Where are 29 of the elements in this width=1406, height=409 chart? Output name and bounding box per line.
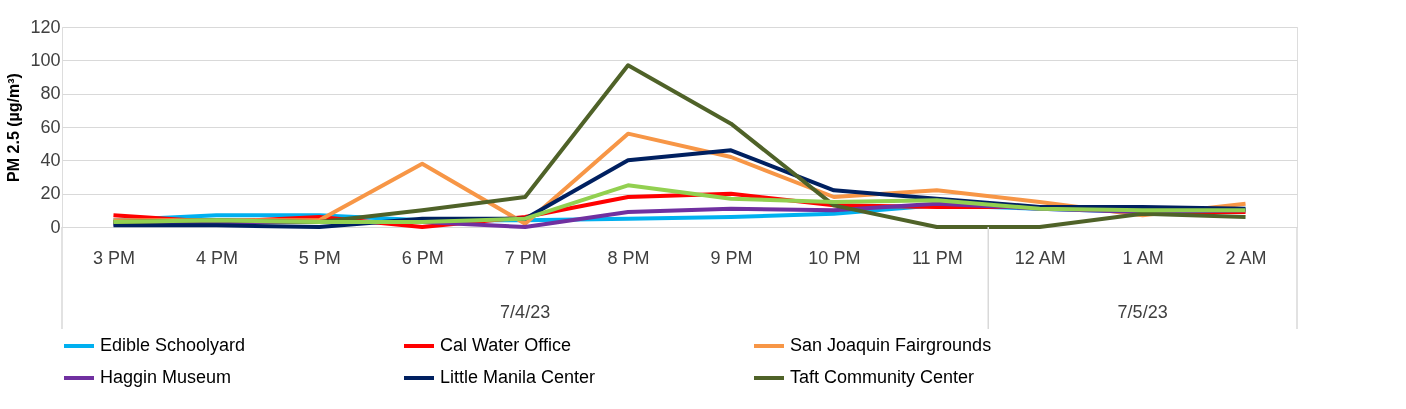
x-tick-label: 4 PM xyxy=(195,247,238,268)
legend-label: Haggin Museum xyxy=(100,367,232,387)
x-tick-label: 7 PM xyxy=(504,247,547,268)
y-tick-label: 60 xyxy=(40,116,61,137)
y-tick-label: 120 xyxy=(30,16,61,37)
y-tick-label: 100 xyxy=(30,49,61,70)
y-tick-label: 0 xyxy=(50,216,61,237)
y-tick-label: 80 xyxy=(40,83,61,104)
y-axis-title: PM 2.5 (µg/m³) xyxy=(5,73,23,182)
legend-label: Cal Water Office xyxy=(440,335,572,355)
x-tick-label: 2 AM xyxy=(1225,247,1267,268)
legend-label: Edible Schoolyard xyxy=(100,335,246,355)
line-series xyxy=(111,183,1248,224)
legend-label: Little Manila Center xyxy=(440,367,596,387)
text: 7/5/23 xyxy=(1117,302,1168,322)
x-tick-label: 8 PM xyxy=(607,247,650,268)
x-tick-label: 1 AM xyxy=(1122,247,1164,268)
x-tick-label: 12 AM xyxy=(1014,247,1066,268)
x-tick-label: 9 PM xyxy=(710,247,753,268)
legend-label: Taft Community Center xyxy=(790,367,975,387)
y-tick-label: 40 xyxy=(40,149,61,170)
text: 7/4/23 xyxy=(500,302,551,322)
x-tick-label: 3 PM xyxy=(92,247,135,268)
x-tick-label: 6 PM xyxy=(401,247,444,268)
y-tick-label: 20 xyxy=(40,183,61,204)
legend-label: San Joaquin Fairgrounds xyxy=(790,335,992,355)
x-tick-label: 10 PM xyxy=(808,247,861,268)
x-tick-label: 11 PM xyxy=(911,247,963,268)
x-tick-label: 5 PM xyxy=(298,247,341,268)
